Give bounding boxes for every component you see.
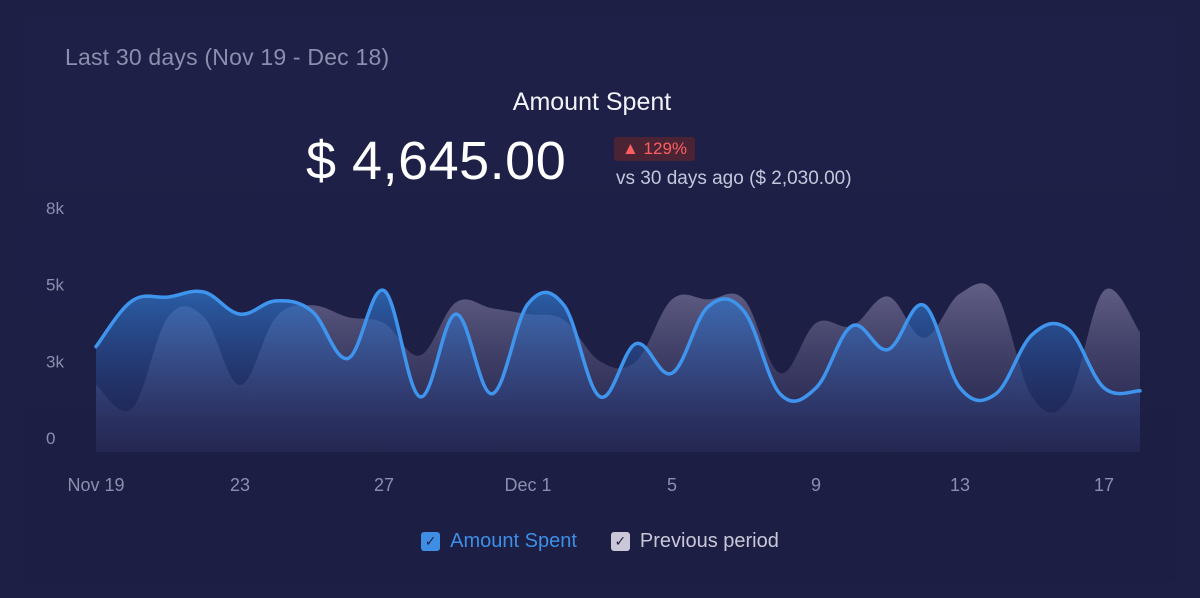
x-tick-label: 9	[811, 475, 821, 495]
legend-item-current[interactable]: ✓ Amount Spent	[421, 530, 577, 553]
amount-spent-point[interactable]	[705, 304, 711, 310]
amount-spent-point[interactable]	[525, 301, 531, 307]
previous-period-point[interactable]	[1101, 288, 1107, 294]
previous-period-point[interactable]	[345, 314, 351, 320]
amount-spent-point[interactable]	[381, 288, 387, 294]
amount-spent-point[interactable]	[993, 391, 999, 397]
previous-period-point[interactable]	[741, 296, 747, 302]
amount-spent-point[interactable]	[309, 308, 315, 314]
amount-spent-point[interactable]	[921, 302, 927, 308]
previous-period-point[interactable]	[453, 299, 459, 305]
metric-title: Amount Spent	[512, 88, 672, 116]
x-tick-label: 27	[374, 475, 394, 495]
checkbox-icon[interactable]: ✓	[421, 532, 441, 551]
legend-item-previous[interactable]: ✓ Previous period	[610, 530, 779, 553]
amount-spent-point[interactable]	[741, 308, 747, 314]
y-tick-label: 5k	[46, 276, 64, 295]
previous-period-point[interactable]	[417, 352, 423, 358]
previous-period-point[interactable]	[705, 296, 711, 302]
checkbox-icon[interactable]: ✓	[610, 532, 630, 551]
amount-spent-point[interactable]	[201, 289, 207, 295]
amount-spent-point[interactable]	[273, 298, 279, 304]
previous-period-point[interactable]	[1137, 329, 1143, 335]
previous-period-point[interactable]	[309, 302, 315, 308]
previous-period-point[interactable]	[993, 291, 999, 297]
amount-spent-point[interactable]	[237, 311, 243, 317]
amount-spent-point[interactable]	[777, 391, 783, 397]
x-tick-label: Dec 1	[504, 475, 551, 495]
previous-period-point[interactable]	[813, 320, 819, 326]
y-tick-label: 8k	[46, 199, 64, 218]
x-tick-label: 13	[950, 475, 970, 495]
x-tick-label: Nov 19	[67, 475, 124, 495]
date-range-label[interactable]: Last 30 days (Nov 19 - Dec 18)	[65, 44, 390, 70]
previous-period-point[interactable]	[957, 291, 963, 297]
x-tick-label: 23	[230, 475, 250, 495]
amount-spent-point[interactable]	[345, 355, 351, 361]
y-tick-label: 0	[46, 429, 55, 448]
amount-spent-point[interactable]	[417, 394, 423, 400]
y-tick-label: 3k	[46, 352, 64, 371]
amount-spent-point[interactable]	[1065, 326, 1071, 332]
amount-spent-point[interactable]	[669, 370, 675, 376]
metric-value: $ 4,645.00	[306, 131, 567, 191]
amount-spent-point[interactable]	[93, 344, 99, 350]
previous-period-point[interactable]	[597, 358, 603, 364]
amount-spent-point[interactable]	[1101, 385, 1107, 391]
amount-spent-point[interactable]	[849, 323, 855, 329]
x-tick-label: 5	[667, 475, 677, 495]
previous-period-point[interactable]	[669, 296, 675, 302]
legend-label: Previous period	[639, 530, 779, 552]
x-tick-label: 17	[1094, 475, 1114, 495]
amount-spent-area	[96, 290, 1140, 452]
legend-label: Amount Spent	[450, 530, 577, 552]
amount-spent-point[interactable]	[165, 294, 171, 300]
amount-spent-point[interactable]	[885, 347, 891, 353]
amount-spent-point[interactable]	[597, 394, 603, 400]
previous-period-point[interactable]	[777, 370, 783, 376]
previous-period-point[interactable]	[489, 305, 495, 311]
amount-spent-line	[94, 288, 1142, 403]
previous-period-point[interactable]	[885, 293, 891, 299]
amount-spent-point[interactable]	[129, 298, 135, 304]
comparison-text: vs 30 days ago ($ 2,030.00)	[616, 168, 852, 189]
amount-spent-point[interactable]	[561, 302, 567, 308]
amount-spent-point[interactable]	[453, 311, 459, 317]
chart-legend: ✓ Amount Spent ✓ Previous period	[0, 530, 1200, 553]
change-badge: ▲ 129%	[614, 137, 696, 161]
amount-spent-point[interactable]	[813, 385, 819, 391]
amount-spent-point[interactable]	[633, 341, 639, 347]
amount-spent-point[interactable]	[957, 385, 963, 391]
amount-spent-point[interactable]	[489, 391, 495, 397]
amount-spent-point[interactable]	[1029, 332, 1035, 338]
amount-spent-point[interactable]	[1137, 388, 1143, 394]
